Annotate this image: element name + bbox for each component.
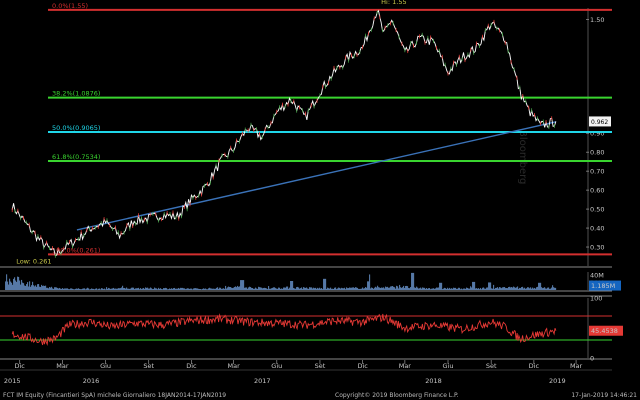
price-y-tick-label: 0.30 [590,244,604,252]
x-year-label: 2016 [83,377,100,385]
rsi-y-tick-label: 100 [590,295,602,303]
volume-last-value-box [589,280,621,291]
x-year-label: 2015 [4,377,21,385]
fib-level-label: 100.0%(0.261) [52,246,100,254]
fib-level-label: 38.2%(1.0876) [52,90,100,98]
price-panel: Bloomberg 0.30 0.40 0.50 0.60 0.70 0.80 0.90 1.5… [0,0,612,268]
x-month-label: Giu [100,362,111,370]
x-month-label: Giu [443,362,454,370]
volume-y-tick-label: 40M [590,272,604,280]
x-month-label: Giu [271,362,282,370]
watermark-text: Bloomberg [517,130,528,184]
footer: FCT IM Equity (Fincantieri SpA) michele … [3,392,637,399]
x-month-label: Mar [56,362,69,370]
x-year-label: 2018 [425,377,442,385]
price-y-tick-label: 1.50 [590,16,604,24]
rsi-line-series [11,313,557,346]
fib-level-label: 0.0%(1.55) [52,2,88,10]
x-month-label: Set [315,362,326,370]
x-month-label: Dic [529,362,540,370]
x-month-label: Dic [15,362,26,370]
price-last-value: 0.962 [591,119,608,126]
price-y-tick-label: 0.80 [590,149,604,157]
fib-level-label: 61.8%(0.7534) [52,153,100,161]
price-y-tick-label: 0.70 [590,168,604,176]
price-annotation: Hi: 1.55 [381,0,406,6]
x-month-label: Set [486,362,497,370]
footer-left-text: FCT IM Equity (Fincantieri SpA) michele … [3,392,226,399]
x-month-label: Mar [227,362,240,370]
rsi-last-value: 45.4538 [591,327,618,335]
price-last-value-box [589,116,611,127]
x-axis: Dic Mar Giu Set Dic Mar Giu Set Dic Mar Giu Set Dic M… [0,360,612,385]
price-y-tick-label: 0.90 [590,130,604,138]
x-year-label: 2017 [254,377,271,385]
x-month-label: Dic [357,362,368,370]
footer-copyright-text: Copyright© 2019 Bloomberg Finance L.P. [335,392,459,399]
rsi-last-value-box [589,325,623,336]
x-year-label: 2019 [549,377,566,385]
volume-last-value: 1.185M [591,282,615,290]
x-month-label: Set [143,362,154,370]
fib-level-label: 50.0%(0.9065) [52,124,100,132]
price-y-tick-label: 0.50 [590,206,604,214]
footer-timestamp-text: 17-Jan-2019 14:46:21 [571,392,637,399]
price-y-tick-label: 0.40 [590,225,604,233]
volume-panel: 20M40M1.185M [0,272,621,292]
trend-line [76,121,557,231]
x-month-label: Mar [570,362,583,370]
rsi-panel: 05010045.4538 [0,295,623,363]
price-annotation: Low: 0.261 [16,257,51,265]
x-month-label: Dic [186,362,197,370]
price-y-tick-label: 0.60 [590,187,604,195]
rsi-y-tick-label: 0 [590,355,594,363]
x-month-label: Mar [399,362,412,370]
